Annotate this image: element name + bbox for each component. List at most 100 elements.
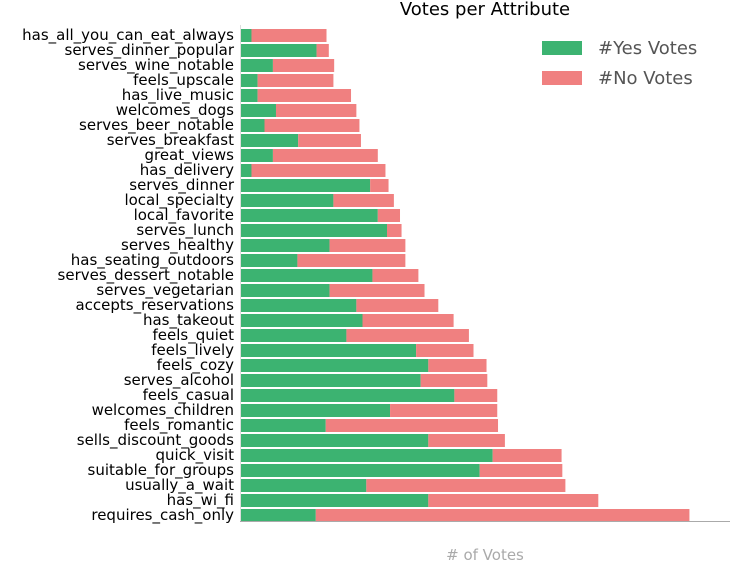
category-label: feels_cozy bbox=[157, 356, 235, 375]
category-label: local_specialty bbox=[124, 191, 234, 210]
bar-segment-no bbox=[387, 224, 402, 237]
bar-segment-no bbox=[257, 89, 352, 102]
bar-segment-yes bbox=[240, 209, 378, 222]
chart-title: Votes per Attribute bbox=[400, 0, 570, 20]
bar-segment-yes bbox=[240, 149, 273, 162]
category-label: serves_healthy bbox=[121, 236, 234, 255]
bar-segment-yes bbox=[240, 509, 316, 522]
category-label: feels_casual bbox=[143, 386, 234, 405]
category-label: feels_upscale bbox=[133, 71, 234, 90]
category-labels-group: has_all_you_can_eat_alwaysserves_dinner_… bbox=[22, 26, 235, 525]
legend-label-no: #No Votes bbox=[598, 68, 693, 89]
bar-segment-yes bbox=[240, 89, 258, 102]
category-label: welcomes_dogs bbox=[116, 101, 234, 120]
legend-swatch-no bbox=[542, 71, 582, 85]
bar-segment-yes bbox=[240, 284, 330, 297]
bar-segment-no bbox=[316, 44, 329, 57]
bars-group bbox=[240, 29, 690, 522]
bar-segment-yes bbox=[240, 299, 357, 312]
bar-segment-no bbox=[420, 374, 488, 387]
bar-segment-no bbox=[333, 194, 394, 207]
bar-segment-yes bbox=[240, 449, 493, 462]
category-label: requires_cash_only bbox=[91, 506, 234, 525]
category-label: has_takeout bbox=[143, 311, 234, 330]
bar-segment-no bbox=[275, 104, 357, 117]
bar-segment-no bbox=[329, 239, 406, 252]
bar-segment-no bbox=[257, 74, 334, 87]
category-label: quick_visit bbox=[155, 446, 234, 465]
category-label: serves_dinner_popular bbox=[65, 41, 235, 60]
bar-segment-yes bbox=[240, 134, 299, 147]
bar-segment-no bbox=[264, 119, 360, 132]
category-label: serves_alcohol bbox=[124, 371, 234, 390]
bar-segment-no bbox=[428, 494, 599, 507]
category-label: serves_vegetarian bbox=[96, 281, 234, 300]
category-label: has_live_music bbox=[122, 86, 234, 105]
bar-segment-no bbox=[428, 434, 505, 447]
bar-segment-yes bbox=[240, 479, 367, 492]
bar-segment-yes bbox=[240, 59, 273, 72]
bar-segment-no bbox=[346, 329, 469, 342]
bar-segment-yes bbox=[240, 44, 317, 57]
bar-segment-no bbox=[251, 164, 386, 177]
bar-segment-no bbox=[356, 299, 439, 312]
bar-segment-yes bbox=[240, 404, 391, 417]
category-label: local_favorite bbox=[134, 206, 234, 225]
bar-segment-yes bbox=[240, 344, 417, 357]
bar-segment-yes bbox=[240, 119, 265, 132]
category-label: sells_discount_goods bbox=[77, 431, 234, 450]
bar-segment-yes bbox=[240, 374, 421, 387]
category-label: serves_dessert_notable bbox=[58, 266, 234, 285]
bar-segment-no bbox=[492, 449, 562, 462]
bar-segment-yes bbox=[240, 494, 429, 507]
category-label: feels_quiet bbox=[152, 326, 234, 345]
bar-segment-yes bbox=[240, 389, 455, 402]
legend-swatch-yes bbox=[542, 41, 582, 55]
bar-segment-yes bbox=[240, 179, 371, 192]
category-label: serves_dinner bbox=[129, 176, 235, 195]
category-label: has_all_you_can_eat_always bbox=[22, 26, 234, 45]
legend-label-yes: #Yes Votes bbox=[598, 38, 697, 59]
bar-segment-yes bbox=[240, 194, 334, 207]
bar-segment-no bbox=[454, 389, 498, 402]
legend: #Yes Votes #No Votes bbox=[542, 38, 697, 89]
bar-segment-no bbox=[366, 479, 566, 492]
bar-segment-no bbox=[297, 254, 406, 267]
category-label: serves_wine_notable bbox=[78, 56, 234, 75]
category-label: serves_beer_notable bbox=[79, 116, 234, 135]
category-label: great_views bbox=[144, 146, 234, 165]
category-label: welcomes_children bbox=[92, 401, 234, 420]
category-label: serves_lunch bbox=[136, 221, 234, 240]
x-axis-label: # of Votes bbox=[446, 546, 524, 561]
bar-segment-no bbox=[370, 179, 389, 192]
bar-segment-no bbox=[377, 209, 401, 222]
category-label: suitable_for_groups bbox=[88, 461, 235, 480]
bar-segment-yes bbox=[240, 419, 326, 432]
bar-segment-no bbox=[390, 404, 498, 417]
bar-segment-yes bbox=[240, 239, 330, 252]
category-label: usually_a_wait bbox=[125, 476, 234, 495]
bar-segment-no bbox=[325, 419, 499, 432]
bar-segment-no bbox=[428, 359, 487, 372]
bar-segment-yes bbox=[240, 164, 252, 177]
bar-segment-yes bbox=[240, 314, 363, 327]
bar-segment-yes bbox=[240, 254, 298, 267]
bar-segment-no bbox=[329, 284, 425, 297]
bar-segment-no bbox=[315, 509, 690, 522]
bar-segment-yes bbox=[240, 329, 347, 342]
category-label: serves_breakfast bbox=[107, 131, 234, 150]
bar-segment-no bbox=[479, 464, 563, 477]
bar-segment-no bbox=[362, 314, 454, 327]
category-label: feels_romantic bbox=[124, 416, 234, 435]
category-label: feels_lively bbox=[151, 341, 234, 360]
bar-segment-no bbox=[272, 149, 378, 162]
bar-segment-no bbox=[416, 344, 474, 357]
bar-segment-no bbox=[272, 59, 335, 72]
bar-segment-no bbox=[372, 269, 419, 282]
bar-segment-yes bbox=[240, 74, 258, 87]
bar-segment-yes bbox=[240, 104, 276, 117]
bar-segment-yes bbox=[240, 359, 429, 372]
bar-segment-yes bbox=[240, 224, 387, 237]
bar-segment-yes bbox=[240, 269, 373, 282]
